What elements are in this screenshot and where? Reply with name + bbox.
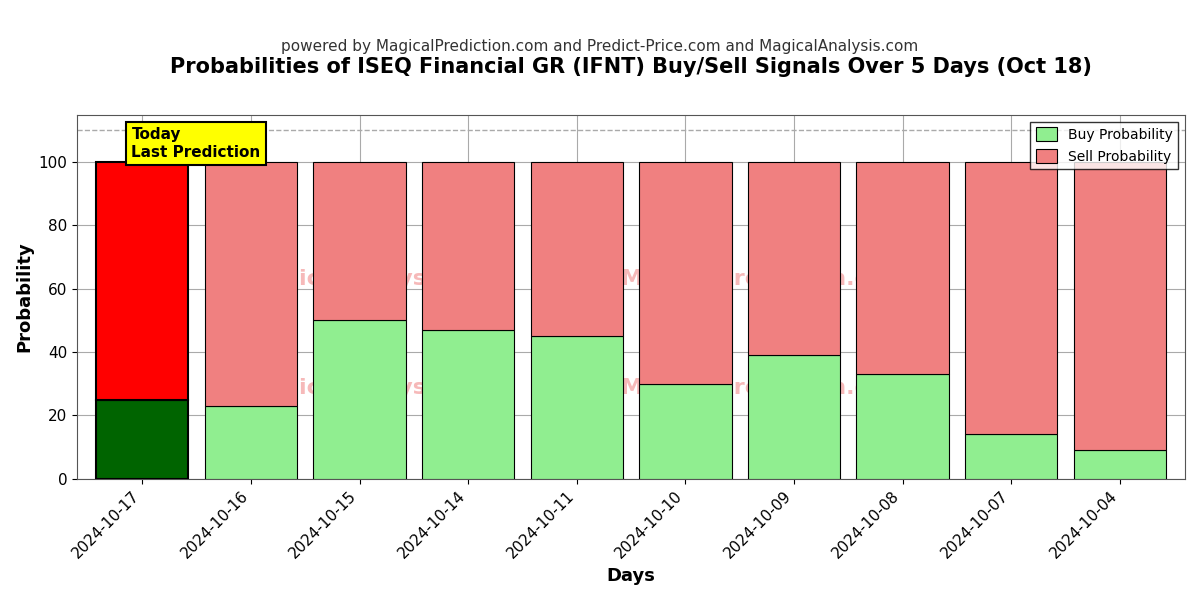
Bar xyxy=(748,162,840,355)
Bar xyxy=(857,374,949,479)
Bar xyxy=(965,434,1057,479)
Bar xyxy=(530,162,623,337)
Text: MagicalPrediction.com: MagicalPrediction.com xyxy=(622,269,907,289)
Bar xyxy=(1074,162,1166,451)
Bar xyxy=(1074,451,1166,479)
X-axis label: Days: Days xyxy=(607,567,655,585)
Bar xyxy=(205,162,298,406)
Text: powered by MagicalPrediction.com and Predict-Price.com and MagicalAnalysis.com: powered by MagicalPrediction.com and Pre… xyxy=(281,39,919,54)
Bar xyxy=(857,162,949,374)
Bar xyxy=(640,384,732,479)
Bar xyxy=(965,162,1057,434)
Text: MagicalAnalysis.com: MagicalAnalysis.com xyxy=(246,378,506,398)
Bar xyxy=(313,320,406,479)
Bar xyxy=(748,355,840,479)
Y-axis label: Probability: Probability xyxy=(14,241,32,352)
Title: Probabilities of ISEQ Financial GR (IFNT) Buy/Sell Signals Over 5 Days (Oct 18): Probabilities of ISEQ Financial GR (IFNT… xyxy=(170,57,1092,77)
Bar xyxy=(313,162,406,320)
Bar xyxy=(422,162,515,330)
Text: MagicalPrediction.com: MagicalPrediction.com xyxy=(622,378,907,398)
Bar xyxy=(96,162,188,400)
Bar xyxy=(205,406,298,479)
Bar xyxy=(530,337,623,479)
Legend: Buy Probability, Sell Probability: Buy Probability, Sell Probability xyxy=(1030,122,1178,169)
Text: Today
Last Prediction: Today Last Prediction xyxy=(132,127,260,160)
Text: MagicalAnalysis.com: MagicalAnalysis.com xyxy=(246,269,506,289)
Bar xyxy=(422,330,515,479)
Bar xyxy=(640,162,732,384)
Bar xyxy=(96,400,188,479)
